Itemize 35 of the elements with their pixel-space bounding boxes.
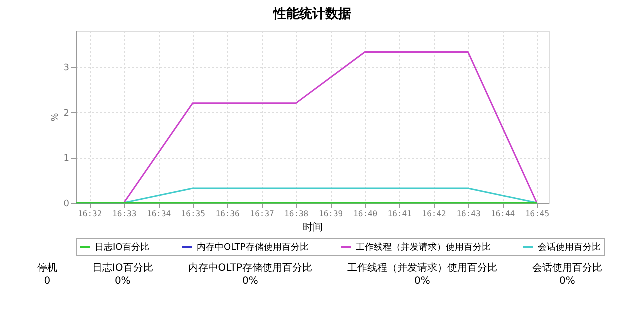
y-tick-label: 3 (64, 64, 70, 74)
legend-label: 会话使用百分比 (538, 242, 601, 253)
x-tick-label: 16:32 (78, 210, 102, 218)
x-tick-label: 16:39 (319, 210, 344, 218)
x-tick-label: 16:37 (250, 210, 275, 218)
x-tick-label: 16:33 (112, 210, 137, 218)
x-tick-label: 16:44 (491, 210, 516, 218)
text: 0 (43, 275, 52, 288)
x-tick-label: 16:38 (284, 210, 309, 218)
legend-label: 工作线程（并发请求）使用百分比 (356, 242, 491, 253)
text: 0% (241, 275, 260, 288)
x-tick-label: 16:40 (353, 210, 378, 218)
x-axis-title: 时间 (303, 222, 323, 234)
text: 0% (114, 275, 132, 288)
x-tick-label: 16:36 (216, 210, 240, 218)
x-tick-label: 16:41 (388, 210, 412, 218)
x-tick-label: 16:45 (525, 210, 550, 218)
legend-label: 日志IO百分比 (95, 242, 150, 253)
x-tick-label: 16:34 (147, 210, 172, 218)
legend-label: 内存中OLTP存储使用百分比 (197, 242, 309, 253)
text: 工作线程（并发请求）使用百分比 (347, 262, 498, 275)
text: 0% (414, 275, 432, 288)
text: 内存中OLTP存储使用百分比 (188, 262, 312, 275)
text: 会话使用百分比 (532, 262, 602, 275)
text: 日志IO百分比 (92, 262, 154, 275)
chart-title: 性能统计数据 (272, 6, 352, 22)
text: 停机 (37, 262, 58, 275)
x-tick-label: 16:35 (181, 210, 206, 218)
text: 0% (558, 275, 576, 288)
y-axis-title: % (50, 112, 61, 122)
y-tick-label: 1 (64, 154, 70, 164)
y-tick-label: 2 (64, 108, 70, 119)
x-tick-label: 16:43 (456, 210, 481, 218)
x-tick-label: 16:42 (422, 210, 447, 218)
y-tick-label: 0 (64, 200, 70, 210)
